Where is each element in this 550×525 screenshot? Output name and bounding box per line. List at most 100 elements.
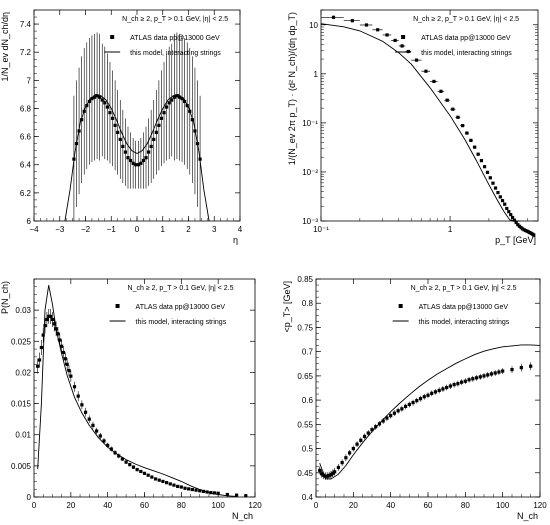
y-tick-label: 0.015 <box>11 400 32 409</box>
x-tick-label: 40 <box>103 501 112 510</box>
data-point <box>407 402 411 407</box>
x-tick-label: 2 <box>186 225 191 234</box>
plot-frame <box>320 9 539 222</box>
data-point <box>87 417 91 421</box>
data-point <box>98 434 102 438</box>
data-point <box>451 107 455 111</box>
legend-marker-data <box>115 304 120 308</box>
data-point <box>465 131 469 135</box>
data-point <box>126 156 130 160</box>
x-tick-label: 20 <box>66 501 75 510</box>
x-tick-label: −3 <box>55 225 65 234</box>
data-point <box>142 471 147 475</box>
data-point <box>433 390 438 394</box>
data-point <box>95 94 99 98</box>
data-point <box>426 393 430 397</box>
data-point <box>456 382 460 386</box>
data-point <box>437 388 441 393</box>
data-point <box>439 89 443 93</box>
data-point <box>389 414 393 418</box>
y-tick-label: 10⁻¹ <box>302 119 318 128</box>
data-point <box>121 144 125 149</box>
data-point <box>452 383 456 387</box>
data-point <box>165 481 169 485</box>
data-point <box>165 105 169 109</box>
x-tick-label: 40 <box>386 501 395 510</box>
chart-panel-bottom-right: 0 20 40 60 80 100 120 0.4 0.45 0.5 0.55 0.6 0.65 0.7 0… <box>282 275 547 521</box>
x-axis-title: N_ch <box>232 511 253 521</box>
data-point <box>364 23 369 27</box>
data-point <box>374 425 378 429</box>
data-point <box>39 345 43 350</box>
data-point <box>95 429 99 433</box>
x-tick-label: 100 <box>211 501 225 510</box>
data-point <box>69 374 73 378</box>
data-point <box>48 314 53 318</box>
data-point <box>72 385 77 389</box>
data-point <box>532 233 536 237</box>
model-curve-line <box>320 23 521 222</box>
x-tick-label: 1 <box>448 225 453 234</box>
x-tick-label: −4 <box>29 225 39 234</box>
data-point <box>366 431 370 435</box>
x-tick-label: 60 <box>140 501 149 510</box>
data-point <box>47 314 51 318</box>
data-point <box>41 333 45 337</box>
model-curve-line <box>64 93 210 222</box>
data-point <box>406 49 410 54</box>
data-point <box>498 195 502 199</box>
data-point <box>190 487 194 492</box>
x-tick-label: 120 <box>533 501 547 510</box>
data-point <box>157 478 161 482</box>
legend-marker-data <box>398 304 403 308</box>
data-point <box>333 470 337 474</box>
legend-entry-model: this model, interacting strings <box>419 319 510 326</box>
data-point <box>201 489 206 493</box>
model-curve-line <box>37 285 237 497</box>
data-point <box>418 397 423 401</box>
data-series <box>318 362 533 481</box>
data-point <box>512 218 516 222</box>
data-point <box>60 344 64 348</box>
data-point <box>128 463 132 467</box>
data-point <box>141 158 146 163</box>
data-point <box>340 461 344 465</box>
data-point <box>150 475 154 479</box>
y-axis-title: <p_T> [GeV] <box>282 281 292 333</box>
legend-title: N_ch ≥ 2, p_T > 0.1 GeV, |η| < 2.5 <box>122 16 228 23</box>
data-point <box>52 322 56 326</box>
y-tick-label: 0.5 <box>302 445 314 454</box>
data-point <box>45 317 49 322</box>
x-tick-label: −1 <box>107 225 117 234</box>
data-point <box>445 385 449 390</box>
data-point <box>168 482 172 486</box>
data-point <box>501 369 505 373</box>
model-curve <box>320 23 521 222</box>
y-tick-label: 0.01 <box>15 431 31 440</box>
data-point <box>500 199 505 203</box>
data-point <box>154 130 158 134</box>
data-point <box>234 493 239 497</box>
data-point <box>488 176 492 180</box>
y-tick-label: 7.4 <box>20 20 32 29</box>
data-point <box>321 473 326 477</box>
y-tick-label: 0.85 <box>297 275 313 284</box>
data-point <box>244 494 248 498</box>
y-tick-label: 0.02 <box>15 368 31 377</box>
data-point <box>91 423 95 427</box>
y-tick-label: 6.2 <box>20 189 32 198</box>
x-tick-label: 3 <box>212 225 217 234</box>
data-point <box>376 28 380 32</box>
data-point <box>170 98 174 102</box>
x-tick-label: 60 <box>424 501 433 510</box>
data-point <box>396 409 400 413</box>
data-point <box>67 368 71 373</box>
data-point <box>510 367 514 372</box>
x-axis-title: η <box>233 235 238 245</box>
x-tick-label: 0 <box>314 501 319 510</box>
x-tick-label: 120 <box>248 501 262 510</box>
data-point <box>325 474 329 478</box>
x-axis-title: p_T [GeV] <box>495 235 536 245</box>
y-axis-title: 1/(N_ev 2π p_T) · (d² N_ch)/(dη dp_T) <box>287 12 297 165</box>
